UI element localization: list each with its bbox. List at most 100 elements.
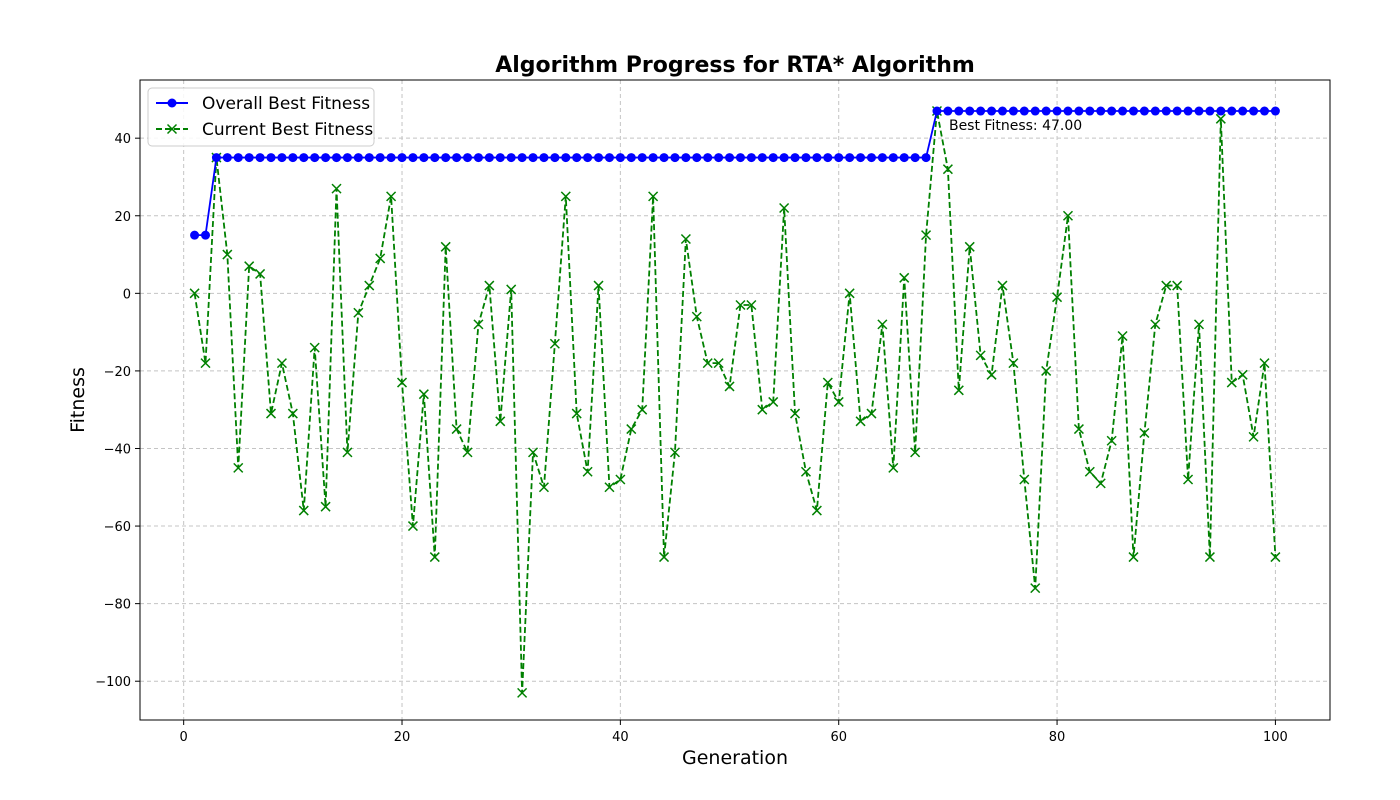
series-1-point-74 — [997, 280, 1008, 291]
series-1-point-12-stroke-b — [320, 501, 331, 512]
series-1-point-48-stroke-b — [713, 358, 724, 369]
series-1-point-13-stroke-b — [331, 183, 342, 194]
series-0-point-80 — [1063, 106, 1073, 116]
series-1-point-6-stroke-b — [255, 268, 266, 279]
series-0-point-19 — [397, 153, 407, 163]
series-0-point-64 — [888, 153, 898, 163]
series-0-point-79 — [1052, 106, 1062, 116]
series-1-point-30-stroke-b — [517, 687, 528, 698]
series-1-point-58-stroke-b — [822, 377, 833, 388]
series-1-point-3-stroke-b — [222, 249, 233, 260]
series-1-point-27 — [484, 280, 495, 291]
series-1-point-65 — [899, 272, 910, 283]
series-0-point-82 — [1085, 106, 1095, 116]
series-1-point-71 — [964, 241, 975, 252]
series-1-point-87-stroke-b — [1139, 427, 1150, 439]
x-tick-label-2: 40 — [612, 730, 629, 745]
series-1-point-35 — [571, 408, 582, 419]
series-1-point-80-stroke-b — [1062, 210, 1074, 221]
series-1-point-59 — [833, 396, 844, 407]
series-1-point-45-stroke-b — [680, 233, 691, 245]
series-1-point-88-stroke-b — [1150, 319, 1161, 330]
series-1-point-64 — [888, 462, 899, 473]
series-0-point-87 — [1139, 106, 1149, 116]
series-1-point-93 — [1204, 552, 1215, 563]
series-1-point-91 — [1183, 474, 1194, 485]
series-0-point-71 — [965, 106, 975, 116]
series-1-point-39 — [615, 474, 626, 485]
series-1-point-32-stroke-b — [538, 482, 549, 493]
series-0-point-40 — [626, 153, 636, 163]
series-0-point-34 — [561, 153, 571, 163]
series-1-point-16-stroke-b — [364, 280, 375, 291]
series-1-point-33-stroke-b — [549, 338, 560, 349]
series-1-point-90 — [1172, 280, 1183, 291]
series-1-point-61 — [855, 416, 866, 427]
series-1-point-70-stroke-b — [953, 385, 964, 396]
series-0-point-68 — [932, 106, 942, 116]
x-tick-label-4: 80 — [1049, 730, 1066, 745]
series-0-point-33 — [550, 153, 560, 163]
series-1-point-30 — [517, 687, 528, 698]
series-0-point-97 — [1249, 106, 1259, 116]
series-0-point-47 — [703, 153, 713, 163]
series-0-point-13 — [332, 153, 342, 163]
series-0-point-61 — [856, 153, 866, 163]
series-1-point-22 — [429, 552, 440, 563]
series-1-point-64-stroke-b — [888, 462, 899, 473]
series-1-point-95-stroke-b — [1226, 377, 1237, 388]
series-1-point-66-stroke-b — [910, 447, 921, 458]
series-1-point-14 — [342, 447, 353, 458]
series-1-point-31 — [527, 447, 539, 458]
series-0-point-17 — [375, 153, 385, 163]
series-0-point-93 — [1205, 106, 1215, 116]
series-1-point-19-stroke-b — [396, 377, 408, 388]
series-1-point-8 — [276, 358, 287, 369]
series-0-point-85 — [1118, 106, 1128, 116]
series-1-point-99-stroke-b — [1270, 552, 1281, 563]
series-1-point-67 — [921, 230, 932, 241]
legend-swatch-current-marker — [166, 123, 178, 135]
series-1-point-40 — [626, 424, 637, 435]
series-0-point-48 — [714, 153, 724, 163]
series-0-point-15 — [353, 153, 363, 163]
series-0-point-12 — [321, 153, 331, 163]
series-1-point-84 — [1106, 435, 1117, 446]
series-0-point-36 — [583, 153, 593, 163]
series-1-point-98 — [1259, 358, 1270, 369]
series-0-point-88 — [1150, 106, 1160, 116]
series-0-point-70 — [954, 106, 964, 116]
series-1-point-9-stroke-b — [287, 408, 298, 419]
series-1-point-17 — [375, 253, 386, 264]
series-1-point-76-stroke-b — [1019, 474, 1030, 485]
series-1-point-85-stroke-b — [1117, 330, 1128, 342]
series-1-point-86-stroke-b — [1128, 552, 1139, 563]
series-1-point-92 — [1193, 319, 1205, 330]
series-1-point-1 — [200, 358, 211, 369]
legend-x-marker — [166, 123, 178, 135]
annotations: Best Fitness: 47.00 — [949, 118, 1082, 134]
series-1-point-47-stroke-b — [702, 358, 713, 369]
series-1-point-26 — [473, 319, 484, 330]
series-1-point-85 — [1117, 330, 1128, 342]
series-1-point-4 — [233, 462, 244, 473]
series-1-point-53 — [768, 396, 779, 407]
series-0-point-91 — [1183, 106, 1193, 116]
series-1-point-31-stroke-b — [527, 447, 539, 458]
series-1-point-81 — [1073, 424, 1084, 435]
legend-x-marker-stroke-b — [166, 123, 178, 135]
series-1-point-91-stroke-b — [1183, 474, 1194, 485]
series-1-point-18 — [386, 191, 397, 202]
series-0-point-66 — [910, 153, 920, 163]
series-1-point-79 — [1052, 292, 1063, 303]
series-1-point-46 — [691, 311, 702, 322]
series-0-point-75 — [1008, 106, 1018, 116]
series-1-point-70 — [953, 385, 964, 396]
series-1-point-24-stroke-b — [451, 424, 462, 435]
series-0-point-0 — [190, 230, 200, 240]
series-1-point-77-stroke-b — [1030, 583, 1041, 594]
series-0-point-90 — [1172, 106, 1182, 116]
series-1-point-75 — [1008, 358, 1019, 369]
series-0-point-62 — [866, 153, 876, 163]
